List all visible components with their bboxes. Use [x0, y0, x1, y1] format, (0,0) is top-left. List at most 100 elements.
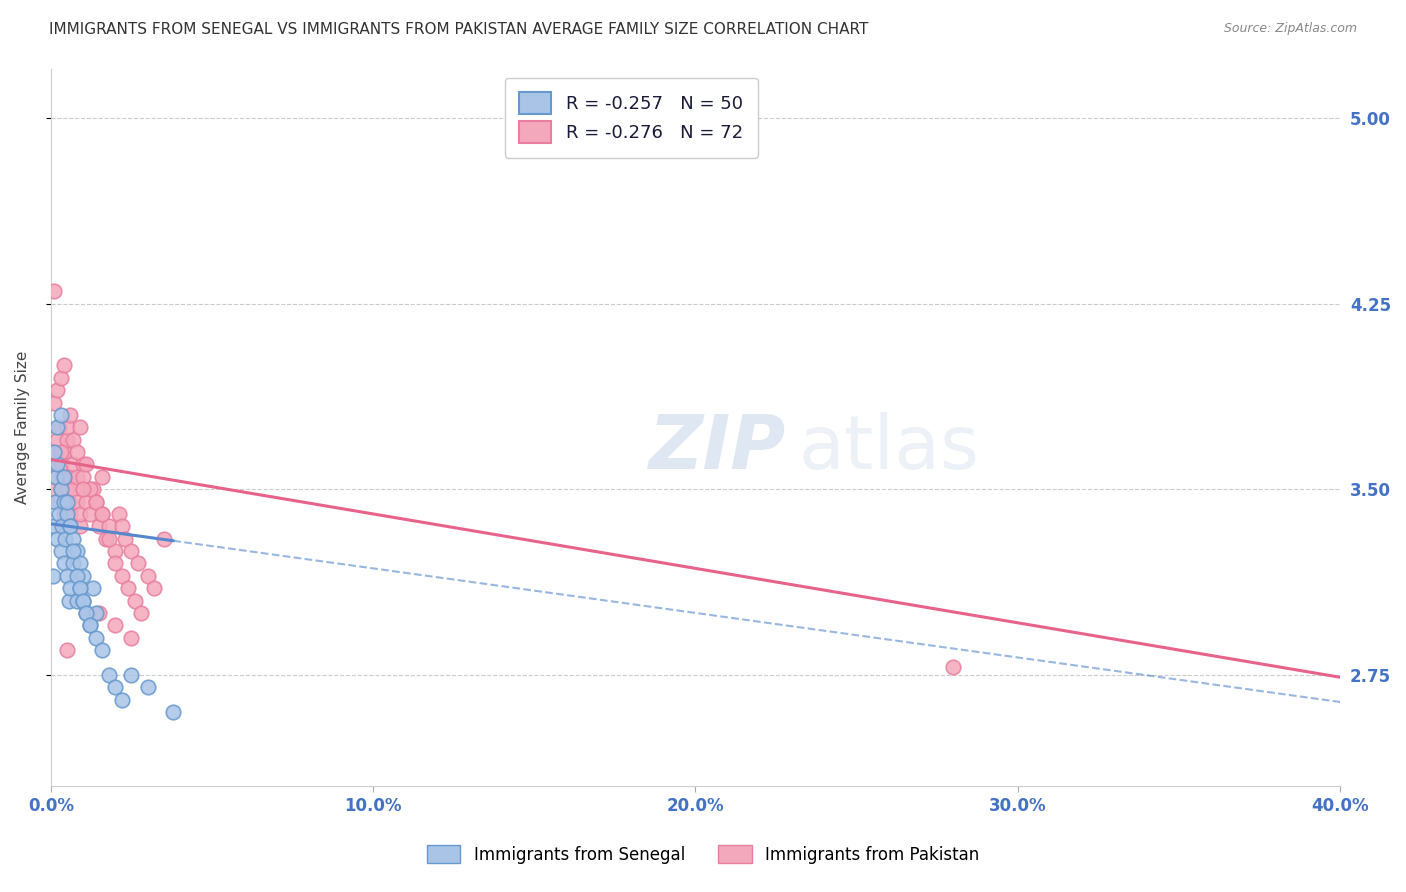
Point: [49, 482, 72, 496]
Point: [46, 458, 69, 472]
Legend: R = -0.257   N = 50, R = -0.276   N = 72: R = -0.257 N = 50, R = -0.276 N = 72: [505, 78, 758, 158]
Point: [117, 581, 139, 595]
Point: [89, 519, 111, 533]
Point: [49, 445, 72, 459]
Point: [104, 680, 127, 694]
Point: [56, 433, 79, 447]
Point: [69, 581, 91, 595]
Point: [62, 557, 84, 571]
Point: [59, 519, 82, 533]
Point: [62, 532, 84, 546]
Point: [104, 618, 127, 632]
Point: [69, 557, 91, 571]
Point: [65, 569, 87, 583]
Point: [84, 606, 107, 620]
Point: [65, 494, 87, 508]
Point: [136, 569, 159, 583]
Point: [58, 494, 80, 508]
Y-axis label: Average Family Size: Average Family Size: [15, 351, 30, 504]
Point: [120, 631, 142, 645]
Point: [143, 581, 166, 595]
Point: [62, 482, 84, 496]
Point: [49, 458, 72, 472]
Point: [162, 705, 184, 719]
Point: [91, 507, 114, 521]
Point: [48, 507, 70, 521]
Point: [72, 482, 94, 496]
Point: [97, 519, 120, 533]
Text: ZIP: ZIP: [648, 412, 786, 485]
Point: [69, 420, 91, 434]
Point: [62, 458, 84, 472]
Point: [79, 507, 101, 521]
Point: [59, 408, 82, 422]
Point: [89, 606, 111, 620]
Point: [91, 507, 114, 521]
Point: [58, 593, 80, 607]
Point: [120, 544, 142, 558]
Point: [56, 482, 79, 496]
Point: [107, 507, 129, 521]
Point: [942, 660, 965, 674]
Point: [104, 544, 127, 558]
Text: Source: ZipAtlas.com: Source: ZipAtlas.com: [1223, 22, 1357, 36]
Point: [94, 532, 117, 546]
Point: [44, 494, 66, 508]
Point: [46, 433, 69, 447]
Point: [42, 519, 65, 533]
Point: [52, 507, 75, 521]
Point: [69, 507, 91, 521]
Point: [42, 458, 65, 472]
Point: [91, 643, 114, 657]
Point: [42, 395, 65, 409]
Point: [104, 557, 127, 571]
Point: [111, 519, 134, 533]
Point: [49, 371, 72, 385]
Point: [51, 470, 73, 484]
Legend: Immigrants from Senegal, Immigrants from Pakistan: Immigrants from Senegal, Immigrants from…: [420, 838, 986, 871]
Point: [129, 606, 152, 620]
Point: [53, 532, 76, 546]
Point: [82, 482, 104, 496]
Point: [127, 557, 149, 571]
Point: [49, 544, 72, 558]
Text: IMMIGRANTS FROM SENEGAL VS IMMIGRANTS FROM PAKISTAN AVERAGE FAMILY SIZE CORRELAT: IMMIGRANTS FROM SENEGAL VS IMMIGRANTS FR…: [49, 22, 869, 37]
Point: [72, 482, 94, 496]
Point: [56, 569, 79, 583]
Point: [91, 470, 114, 484]
Point: [72, 593, 94, 607]
Point: [136, 680, 159, 694]
Point: [111, 692, 134, 706]
Point: [79, 618, 101, 632]
Point: [97, 532, 120, 546]
Point: [65, 593, 87, 607]
Point: [72, 569, 94, 583]
Point: [52, 494, 75, 508]
Point: [59, 470, 82, 484]
Point: [62, 433, 84, 447]
Point: [52, 557, 75, 571]
Point: [75, 458, 97, 472]
Point: [124, 593, 146, 607]
Point: [46, 532, 69, 546]
Point: [72, 458, 94, 472]
Point: [59, 507, 82, 521]
Point: [56, 420, 79, 434]
Point: [49, 482, 72, 496]
Point: [65, 445, 87, 459]
Point: [65, 470, 87, 484]
Point: [52, 470, 75, 484]
Point: [53, 519, 76, 533]
Point: [49, 408, 72, 422]
Point: [69, 581, 91, 595]
Point: [52, 445, 75, 459]
Point: [84, 494, 107, 508]
Point: [69, 519, 91, 533]
Point: [52, 359, 75, 373]
Point: [84, 631, 107, 645]
Point: [42, 482, 65, 496]
Point: [97, 667, 120, 681]
Point: [56, 507, 79, 521]
Point: [51, 519, 73, 533]
Point: [82, 581, 104, 595]
